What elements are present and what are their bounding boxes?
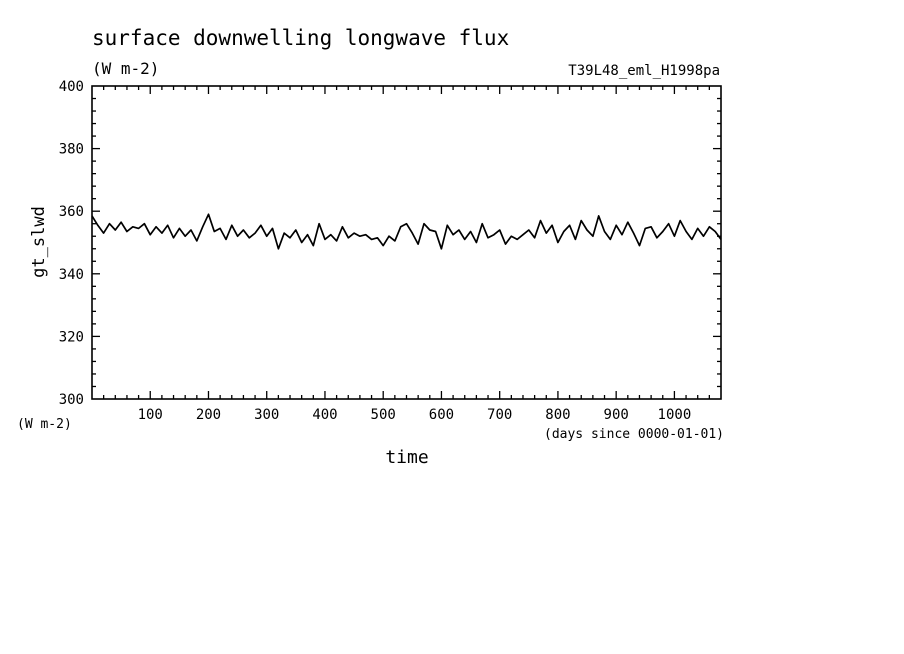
x-tick-label: 600 xyxy=(429,407,454,423)
y-axis-label: gt_slwd xyxy=(29,206,49,278)
y-units-label: (W m-2) xyxy=(17,417,72,432)
x-tick-label: 500 xyxy=(371,407,396,423)
x-tick-label: 200 xyxy=(196,407,221,423)
x-tick-label: 1000 xyxy=(658,407,692,423)
run-label: T39L48_eml_H1998pa xyxy=(568,63,720,79)
y-tick-label: 320 xyxy=(59,329,84,345)
x-tick-label: 700 xyxy=(487,407,512,423)
y-tick-label: 340 xyxy=(59,267,84,283)
x-tick-label: 800 xyxy=(545,407,570,423)
y-tick-label: 380 xyxy=(59,142,84,158)
x-tick-label: 300 xyxy=(254,407,279,423)
series-line xyxy=(91,213,722,250)
axis-ticks xyxy=(92,86,721,399)
x-axis-label: time xyxy=(385,447,428,468)
x-tick-label: 900 xyxy=(604,407,629,423)
chart-title: surface downwelling longwave flux xyxy=(92,26,509,50)
y-tick-label: 400 xyxy=(59,79,84,95)
y-tick-label: 360 xyxy=(59,204,84,220)
y-tick-label: 300 xyxy=(59,392,84,408)
x-tick-labels: 100 200 300 400 500 600 700 800 900 1000 xyxy=(138,407,692,423)
plot-frame xyxy=(91,85,722,400)
x-tick-label: 400 xyxy=(312,407,337,423)
y-tick-labels: 300 320 340 360 380 400 xyxy=(59,79,84,408)
chart-units: (W m-2) xyxy=(92,59,159,78)
x-tick-label: 100 xyxy=(138,407,163,423)
x-units-label: (days since 0000-01-01) xyxy=(544,427,724,442)
